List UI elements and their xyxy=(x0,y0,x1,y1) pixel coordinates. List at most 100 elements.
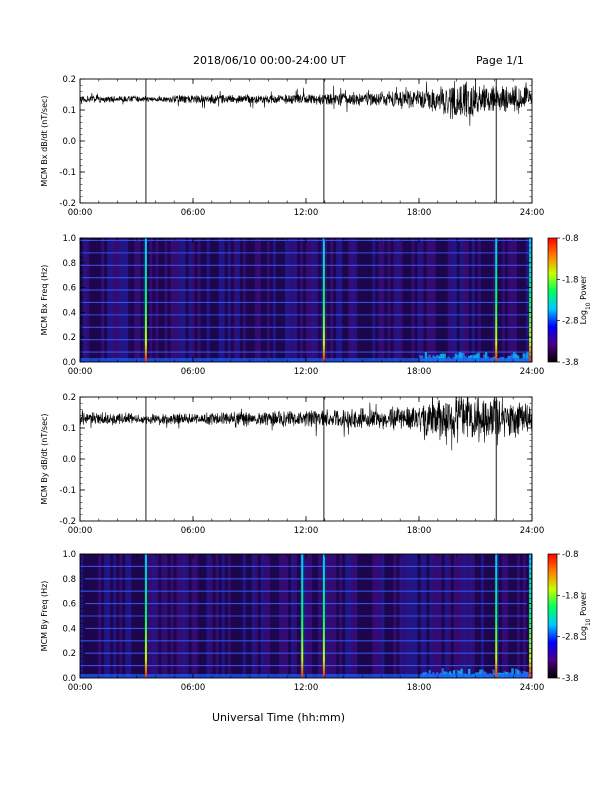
spectrogram-cell xyxy=(516,669,520,678)
y-tick-label: 0.1 xyxy=(62,424,76,434)
x-tick-label: 12:00 xyxy=(294,208,319,218)
x-tick-label: 00:00 xyxy=(68,367,93,377)
colorbar-label-base: Log xyxy=(579,626,588,640)
spectrogram-cell xyxy=(131,238,135,362)
spectrogram-cell xyxy=(480,238,485,362)
spectrogram-cell xyxy=(318,238,322,362)
x-tick-label: 00:00 xyxy=(68,683,93,693)
spectrogram-cell xyxy=(260,238,265,362)
colorbar-label: Log10 Power xyxy=(579,591,592,640)
spectrogram-cell xyxy=(272,238,277,362)
spectrogram-cell xyxy=(393,238,397,362)
spectrogram-cell xyxy=(378,238,382,362)
spectrogram-cell xyxy=(212,238,216,362)
spectrogram-cell xyxy=(474,238,479,362)
x-tick-label: 12:00 xyxy=(294,683,319,693)
spectrogram-cell xyxy=(429,238,433,362)
spectrogram-cell xyxy=(248,238,253,362)
spectrogram-cell xyxy=(215,238,219,362)
panel-2: 00:00 06:00 12:00 18:00 24:00 1.0 0.8 0.6 0.4 0.2… xyxy=(40,234,544,377)
spectrogram-cell xyxy=(239,238,244,362)
spectrogram-cell xyxy=(354,238,358,362)
spectrogram-cell xyxy=(443,353,446,362)
spectrogram-cell xyxy=(479,669,482,678)
y-tick-label: -0.1 xyxy=(59,168,76,178)
spectrogram-cell xyxy=(116,238,120,362)
colorbar-label-sub: 10 xyxy=(585,302,592,310)
spectrogram-cell xyxy=(98,238,102,362)
spectrogram-cell xyxy=(263,238,268,362)
spectrogram-cell xyxy=(450,238,454,362)
spectrogram-cell xyxy=(251,238,256,362)
spectrogram-cell xyxy=(296,238,301,362)
spectrogram-cell xyxy=(122,238,126,362)
spectrogram-cell xyxy=(507,238,512,362)
spectrogram-cell xyxy=(188,238,192,362)
spectrogram-cell xyxy=(428,669,431,678)
spectrogram-cell xyxy=(402,238,406,362)
spectrogram-cell xyxy=(408,238,412,362)
y-tick-label: 0.1 xyxy=(62,106,76,116)
spectrogram-cell xyxy=(149,238,153,362)
spectrogram-cell xyxy=(107,238,111,362)
spectrogram-cell xyxy=(441,353,444,362)
spectrogram-cell xyxy=(333,238,337,362)
spectrogram-cell xyxy=(489,238,494,362)
spectrogram-cell xyxy=(164,238,168,362)
spectrogram-cell xyxy=(327,238,331,362)
y-tick-label: 0.0 xyxy=(62,137,76,147)
spectrogram-cell xyxy=(119,238,123,362)
spectrogram-cell xyxy=(351,238,355,362)
spectrogram-cell xyxy=(426,238,430,362)
spectrogram-cell xyxy=(179,238,183,362)
y-tick-label: 0.2 xyxy=(62,333,76,343)
y-axis-label: MCM Bx dB/dt (nT/sec) xyxy=(40,95,49,186)
colorbar xyxy=(547,553,558,679)
spectrogram-cell xyxy=(495,238,500,362)
spectrogram-cell xyxy=(454,353,458,362)
spectrogram-cell xyxy=(137,238,141,362)
colorbar-tick-label: -0.8 xyxy=(562,234,579,244)
spectrogram-cell xyxy=(492,238,497,362)
colorbar-label-base: Log xyxy=(579,310,588,324)
page-indicator: Page 1/1 xyxy=(476,54,524,67)
spectrogram-cell xyxy=(302,238,307,362)
spectrogram-cell xyxy=(471,238,476,362)
spectrogram-cell xyxy=(287,238,292,362)
spectrogram-cell xyxy=(236,238,241,362)
y-tick-label: 0.8 xyxy=(62,259,76,269)
spectrogram-cell xyxy=(447,238,451,362)
x-tick-label: 00:00 xyxy=(68,208,93,218)
y-tick-label: 0.2 xyxy=(62,649,76,659)
x-tick-label: 24:00 xyxy=(520,208,545,218)
colorbar-group-2: -0.8 -1.8 -2.8 -3.8 Log10 Power xyxy=(547,550,592,684)
spectrogram-cell xyxy=(224,238,228,362)
spectrogram-cell xyxy=(384,238,388,362)
spectrogram-cell xyxy=(424,352,428,362)
spectrogram-cell xyxy=(230,238,234,362)
colorbar-tick-label: -3.8 xyxy=(562,358,579,368)
spectrogram-cell xyxy=(501,238,506,362)
spectrogram-cell xyxy=(161,238,165,362)
x-tick-label: 24:00 xyxy=(520,367,545,377)
spectrogram-cell xyxy=(299,238,304,362)
spectrogram-cell xyxy=(209,238,213,362)
spectrogram-cell xyxy=(83,238,87,362)
spectrogram-cell xyxy=(390,238,394,362)
spectrogram-cell xyxy=(218,238,222,362)
spectrogram-cell xyxy=(498,238,503,362)
spectrogram-cell xyxy=(519,238,524,362)
y-axis-label: MCM By dB/dt (nT/sec) xyxy=(40,413,49,504)
y-tick-label: -0.2 xyxy=(59,517,76,527)
spectrogram-cell xyxy=(125,238,129,362)
spectrogram-cell xyxy=(266,238,271,362)
x-tick-label: 24:00 xyxy=(520,526,545,536)
spectrogram-cell xyxy=(278,238,283,362)
spectrogram-cell xyxy=(324,238,328,362)
spectrogram-cell xyxy=(484,352,488,362)
spectrogram-cell xyxy=(110,238,114,362)
y-tick-label: 0.8 xyxy=(62,575,76,585)
spectrogram-cell xyxy=(522,238,527,362)
spectrogram-cell xyxy=(396,238,400,362)
